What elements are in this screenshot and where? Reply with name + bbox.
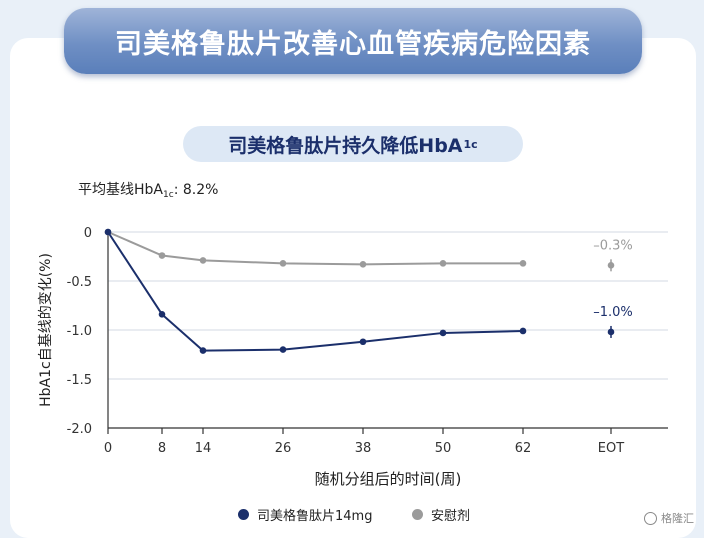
subtitle-subscript: 1c xyxy=(463,137,478,151)
legend-item-semaglutide: 司美格鲁肽片14mg xyxy=(238,505,372,524)
x-tick-label: 26 xyxy=(275,441,292,456)
y-tick-label: 0 xyxy=(84,226,92,241)
y-axis-label: HbA1c自基线的变化(%) xyxy=(37,253,54,407)
legend-marker-semaglutide xyxy=(238,509,249,520)
eot-label-0: –0.3% xyxy=(593,238,633,253)
x-tick-label: 38 xyxy=(355,441,372,456)
watermark-logo-icon xyxy=(644,511,657,525)
data-point-1-4 xyxy=(359,338,367,346)
baseline-note: 平均基线HbA1c: 8.2% xyxy=(78,179,218,200)
data-point-1-1 xyxy=(158,311,166,318)
data-point-0-1 xyxy=(158,252,166,259)
series-line-0 xyxy=(107,231,523,266)
data-point-0-5 xyxy=(439,260,447,267)
baseline-pre: 平均基线HbA xyxy=(78,182,163,198)
baseline-sub: 1c xyxy=(163,190,174,200)
x-tick-label: EOT xyxy=(598,441,624,456)
y-tick-label: -2.0 xyxy=(67,422,92,437)
data-point-0-3 xyxy=(279,260,287,267)
data-point-1-5 xyxy=(439,329,447,337)
chart-subtitle: 司美格鲁肽片持久降低HbA 1c xyxy=(183,126,523,162)
data-point-1-3 xyxy=(279,346,287,353)
x-tick-label: 0 xyxy=(104,441,112,456)
x-tick-label: 62 xyxy=(515,441,532,456)
data-point-1-0 xyxy=(104,228,112,236)
legend-item-placebo: 安慰剂 xyxy=(412,505,470,524)
data-point-0-2 xyxy=(199,257,207,264)
banner-title: 司美格鲁肽片改善心血管疾病危险因素 xyxy=(115,28,591,60)
watermark-text: 格隆汇 xyxy=(661,512,694,525)
x-tick-label: 14 xyxy=(195,441,212,456)
y-tick-label: -0.5 xyxy=(67,275,92,290)
watermark: 格隆汇 xyxy=(644,510,694,526)
legend-marker-placebo xyxy=(412,509,423,520)
eot-point-0 xyxy=(607,262,615,269)
y-tick-label: -1.5 xyxy=(67,373,92,388)
subtitle-text: 司美格鲁肽片持久降低HbA xyxy=(228,134,463,157)
x-tick-label: 50 xyxy=(435,441,452,456)
data-point-0-4 xyxy=(359,261,367,268)
baseline-post: : 8.2% xyxy=(173,182,219,198)
legend-label-placebo: 安慰剂 xyxy=(431,509,471,524)
content-panel xyxy=(10,38,696,538)
data-point-1-2 xyxy=(199,347,207,354)
eot-point-1 xyxy=(607,328,615,336)
x-tick-label: 8 xyxy=(158,441,166,456)
x-axis-label: 随机分组后的时间(周) xyxy=(315,470,462,488)
legend-label-semaglutide: 司美格鲁肽片14mg xyxy=(257,509,373,524)
data-point-0-6 xyxy=(519,260,527,267)
eot-label-1: –1.0% xyxy=(593,305,633,320)
series-line-1 xyxy=(107,231,524,352)
y-tick-label: -1.0 xyxy=(67,324,92,339)
title-banner: 司美格鲁肽片改善心血管疾病危险因素 xyxy=(64,8,642,74)
data-point-1-6 xyxy=(519,327,527,335)
